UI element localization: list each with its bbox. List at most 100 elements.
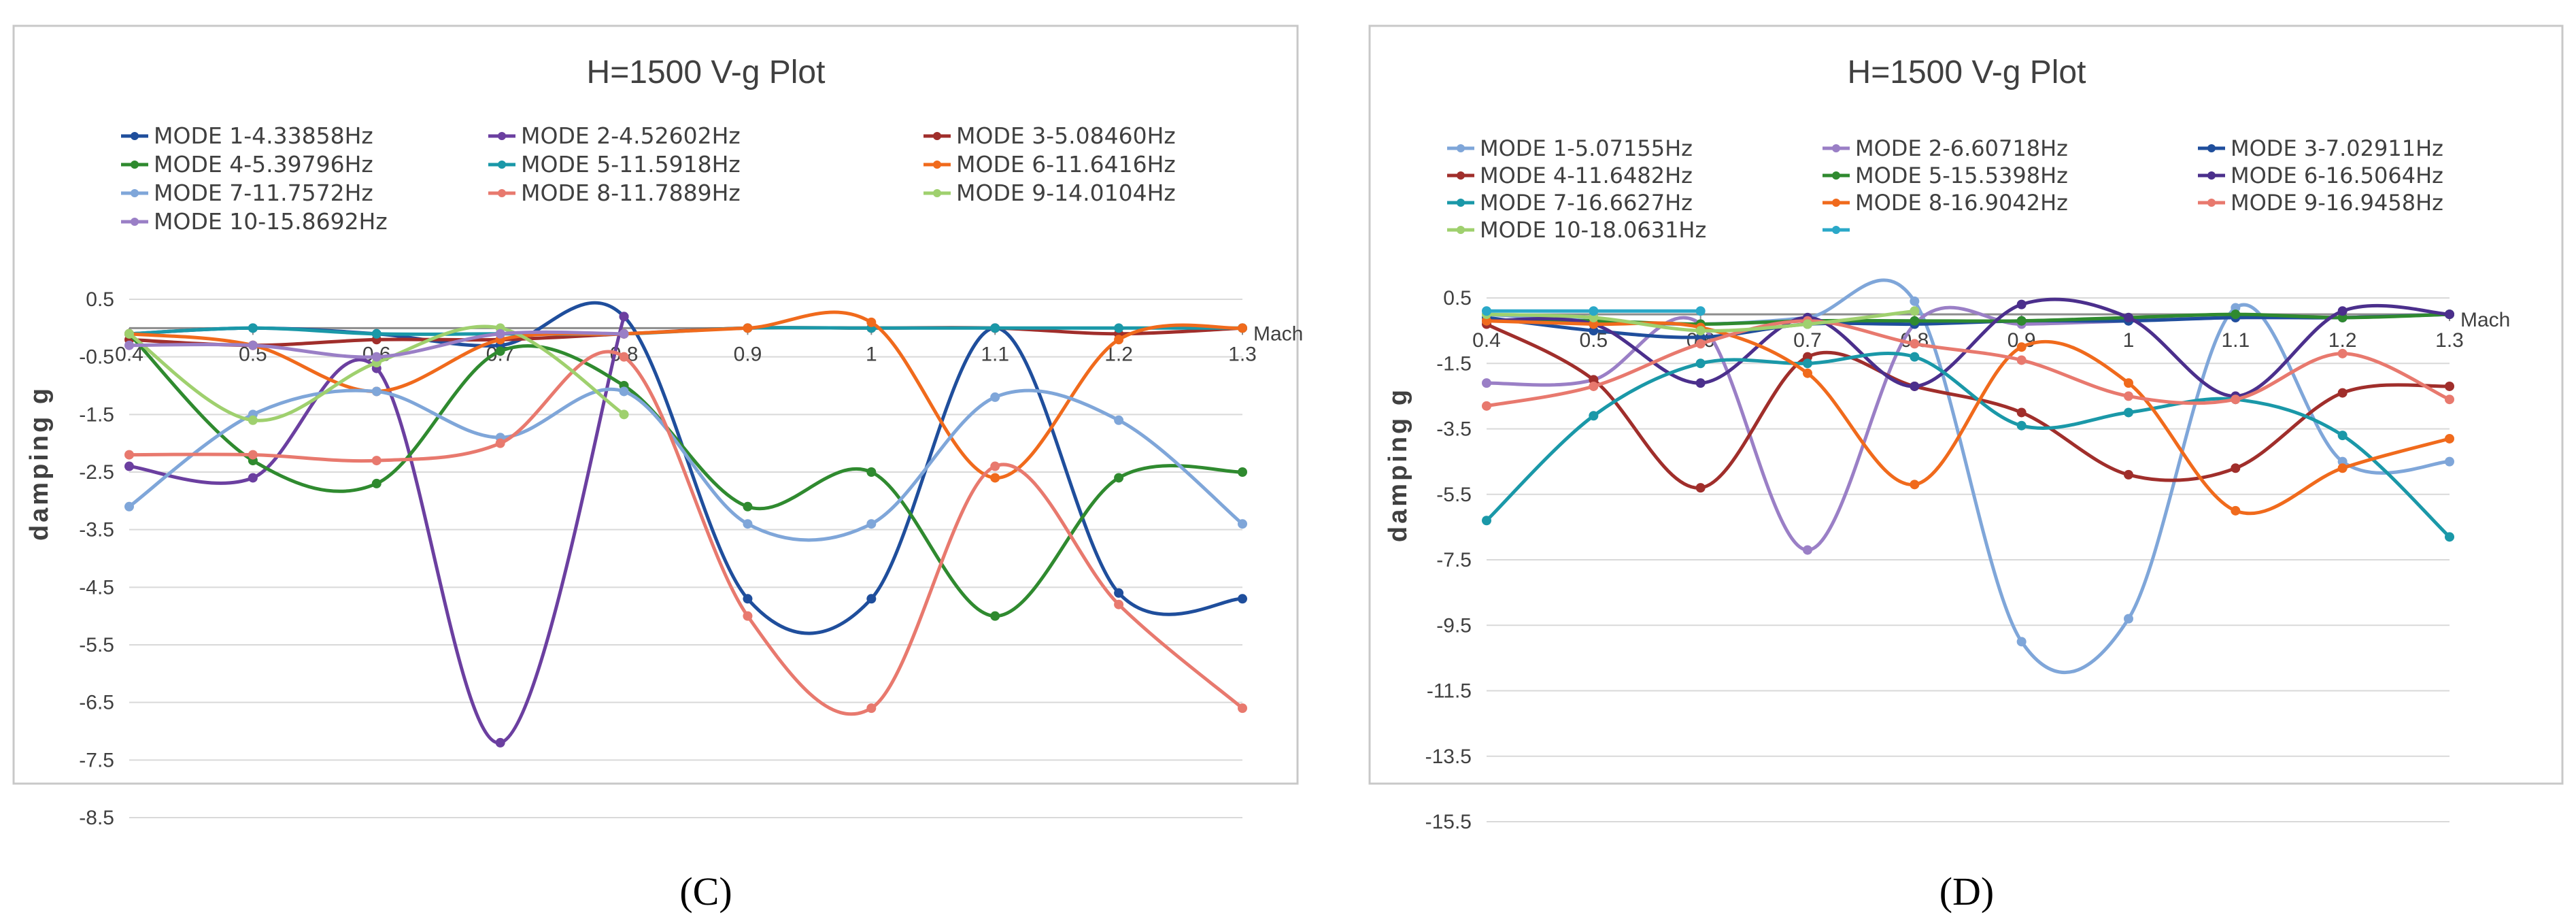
data-point <box>2337 463 2348 473</box>
data-point <box>866 703 877 714</box>
data-point <box>2016 342 2027 352</box>
data-point <box>619 409 629 420</box>
data-point <box>124 461 134 471</box>
legend-label: MODE 3-7.02911Hz <box>2231 135 2443 161</box>
data-point <box>2124 469 2133 480</box>
legend-label: MODE 8-11.7889Hz <box>521 180 741 206</box>
data-point <box>743 594 753 604</box>
legend-label: MODE 1-4.33858Hz <box>154 122 373 149</box>
data-point <box>2124 614 2133 624</box>
data-point <box>1910 381 1920 391</box>
data-point <box>2445 532 2454 542</box>
data-point <box>2016 355 2027 365</box>
x-axis-label: Mach <box>2460 309 2510 331</box>
data-point <box>743 323 753 333</box>
legend-label: MODE 4-5.39796Hz <box>154 151 373 178</box>
series-8 <box>1482 316 2454 516</box>
x-tick-label: 1.3 <box>2435 329 2464 352</box>
data-point <box>619 386 629 397</box>
series-line <box>1485 351 2451 539</box>
legend-swatch-marker <box>498 132 506 140</box>
data-point <box>866 467 877 477</box>
data-point <box>990 611 1000 621</box>
x-tick-label: 1 <box>2123 329 2135 352</box>
data-point <box>1803 368 1812 378</box>
figure-caption: (C) <box>679 869 732 914</box>
legend-entry: MODE 2-6.60718Hz <box>1823 135 2068 161</box>
data-point <box>2445 456 2454 467</box>
y-tick-label: -13.5 <box>1425 746 1472 768</box>
data-point <box>2124 378 2133 388</box>
data-point <box>1695 339 1706 349</box>
legend-entry: MODE 2-4.52602Hz <box>488 122 741 149</box>
data-point <box>2016 407 2027 418</box>
data-point <box>124 340 134 350</box>
legend-swatch-marker <box>933 161 941 169</box>
data-point <box>1114 599 1124 609</box>
legend-label: MODE 6-11.6416Hz <box>956 151 1176 178</box>
legend-entry: MODE 3-5.08460Hz <box>923 122 1176 149</box>
series-8 <box>124 350 1247 716</box>
data-point <box>1910 306 1920 316</box>
data-point <box>2016 316 2027 326</box>
data-point <box>1695 483 1706 493</box>
data-point <box>1803 319 1812 329</box>
x-tick-label: 0.4 <box>1472 329 1501 352</box>
data-point <box>2016 420 2027 431</box>
data-point <box>371 329 382 339</box>
y-tick-label: 0.5 <box>86 288 114 311</box>
series-11 <box>1482 306 1706 316</box>
data-point <box>1114 473 1124 483</box>
data-point <box>1238 323 1247 333</box>
data-point <box>1803 358 1812 369</box>
data-point <box>990 461 1000 471</box>
y-tick-label: -1.5 <box>79 403 114 426</box>
legend-label: MODE 2-4.52602Hz <box>521 122 741 149</box>
legend-label: MODE 10-18.0631Hz <box>1480 217 1706 243</box>
data-point <box>2337 306 2348 316</box>
y-tick-label: -7.5 <box>1436 549 1472 571</box>
data-point <box>2337 456 2348 467</box>
y-tick-label: -9.5 <box>1436 614 1472 637</box>
legend-entry: MODE 10-18.0631Hz <box>1447 217 1706 243</box>
legend-entry: MODE 8-16.9042Hz <box>1823 190 2068 216</box>
legend-label: MODE 4-11.6482Hz <box>1480 163 1693 188</box>
legend-swatch-marker <box>1832 171 1840 180</box>
legend-label: MODE 1-5.07155Hz <box>1480 135 1693 161</box>
chart-d: H=1500 V-g Plot MODE 1-5.07155Hz MODE 2-6.… <box>1368 24 2564 914</box>
legend-label: MODE 6-16.5064Hz <box>2231 163 2443 188</box>
data-point <box>124 329 134 339</box>
legend-label: MODE 7-16.6627Hz <box>1480 190 1693 216</box>
data-point <box>1695 326 1706 336</box>
data-point <box>2231 463 2241 473</box>
data-point <box>1695 358 1706 369</box>
series-line <box>1486 319 2450 516</box>
series-line <box>128 333 1243 618</box>
data-point <box>2231 395 2241 405</box>
legend-entry: MODE 1-5.07155Hz <box>1447 135 1693 161</box>
data-point <box>866 594 877 604</box>
data-point <box>1589 306 1599 316</box>
legend-label: MODE 3-5.08460Hz <box>956 122 1176 149</box>
data-point <box>2445 381 2454 391</box>
data-point <box>619 329 629 339</box>
legend-entry: MODE 9-16.9458Hz <box>2198 190 2443 216</box>
legend-entry: MODE 4-5.39796Hz <box>121 151 373 178</box>
data-point <box>1589 411 1599 421</box>
data-point <box>1695 332 1706 342</box>
data-point <box>371 478 382 488</box>
data-point <box>371 386 382 397</box>
legend-swatch-marker <box>1457 199 1465 207</box>
data-point <box>248 323 258 333</box>
data-point <box>990 392 1000 402</box>
data-point <box>2124 391 2133 401</box>
data-point <box>2337 348 2348 358</box>
chart-c: H=1500 V-g Plot MODE 1-4.33858Hz MODE 2-4.… <box>12 24 1303 914</box>
legend-entry: MODE 6-11.6416Hz <box>923 151 1176 178</box>
y-tick-label: -3.5 <box>1436 418 1472 441</box>
legend-swatch-marker <box>498 189 506 197</box>
data-point <box>1482 401 1491 411</box>
legend-entry: MODE 7-11.7572Hz <box>121 180 373 206</box>
series-4 <box>1482 319 2454 493</box>
